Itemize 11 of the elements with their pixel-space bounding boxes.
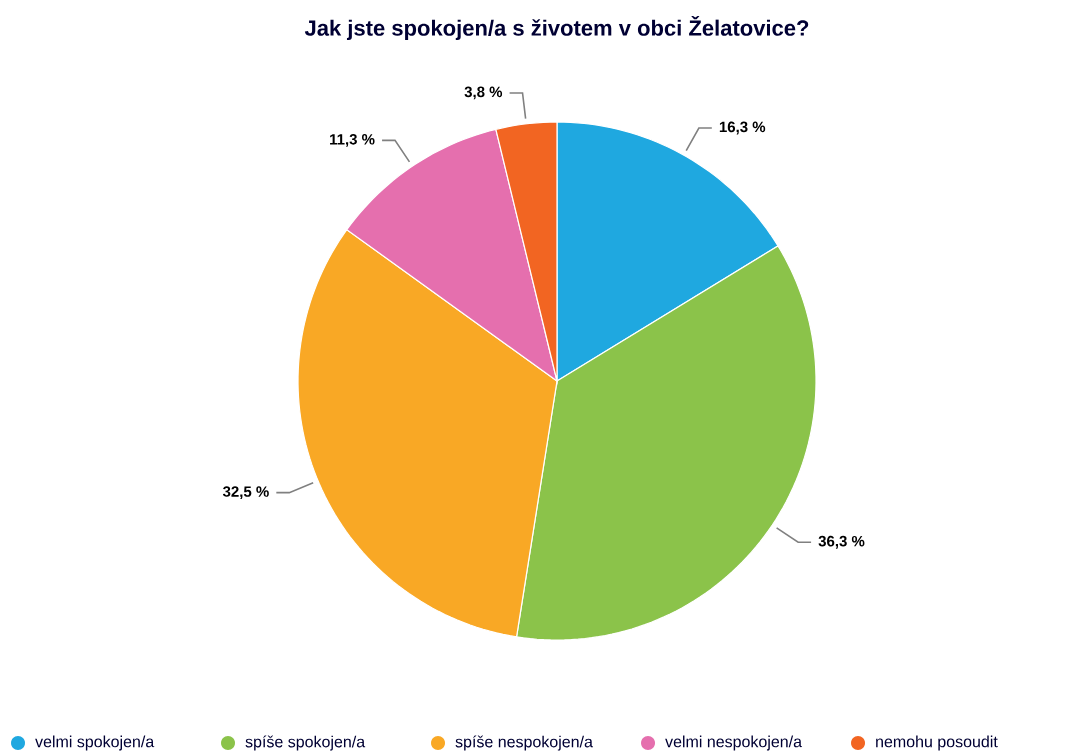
legend-label: velmi spokojen/a (35, 735, 155, 751)
data-label: 32,5 % (222, 486, 269, 500)
legend-label: velmi nespokojen/a (665, 735, 803, 751)
data-label: 3,8 % (464, 86, 503, 100)
legend-label: spíše nespokojen/a (455, 735, 593, 751)
data-label: 16,3 % (719, 121, 766, 135)
legend-label: nemohu posoudit (876, 735, 998, 751)
data-label: 11,3 % (330, 133, 375, 147)
chart-title: Jak jste spokojen/a s životem v obci Želatovice? (304, 15, 809, 41)
legend-label: spíše spokojen/a (245, 735, 366, 751)
data-label: 36,3 % (818, 535, 865, 549)
